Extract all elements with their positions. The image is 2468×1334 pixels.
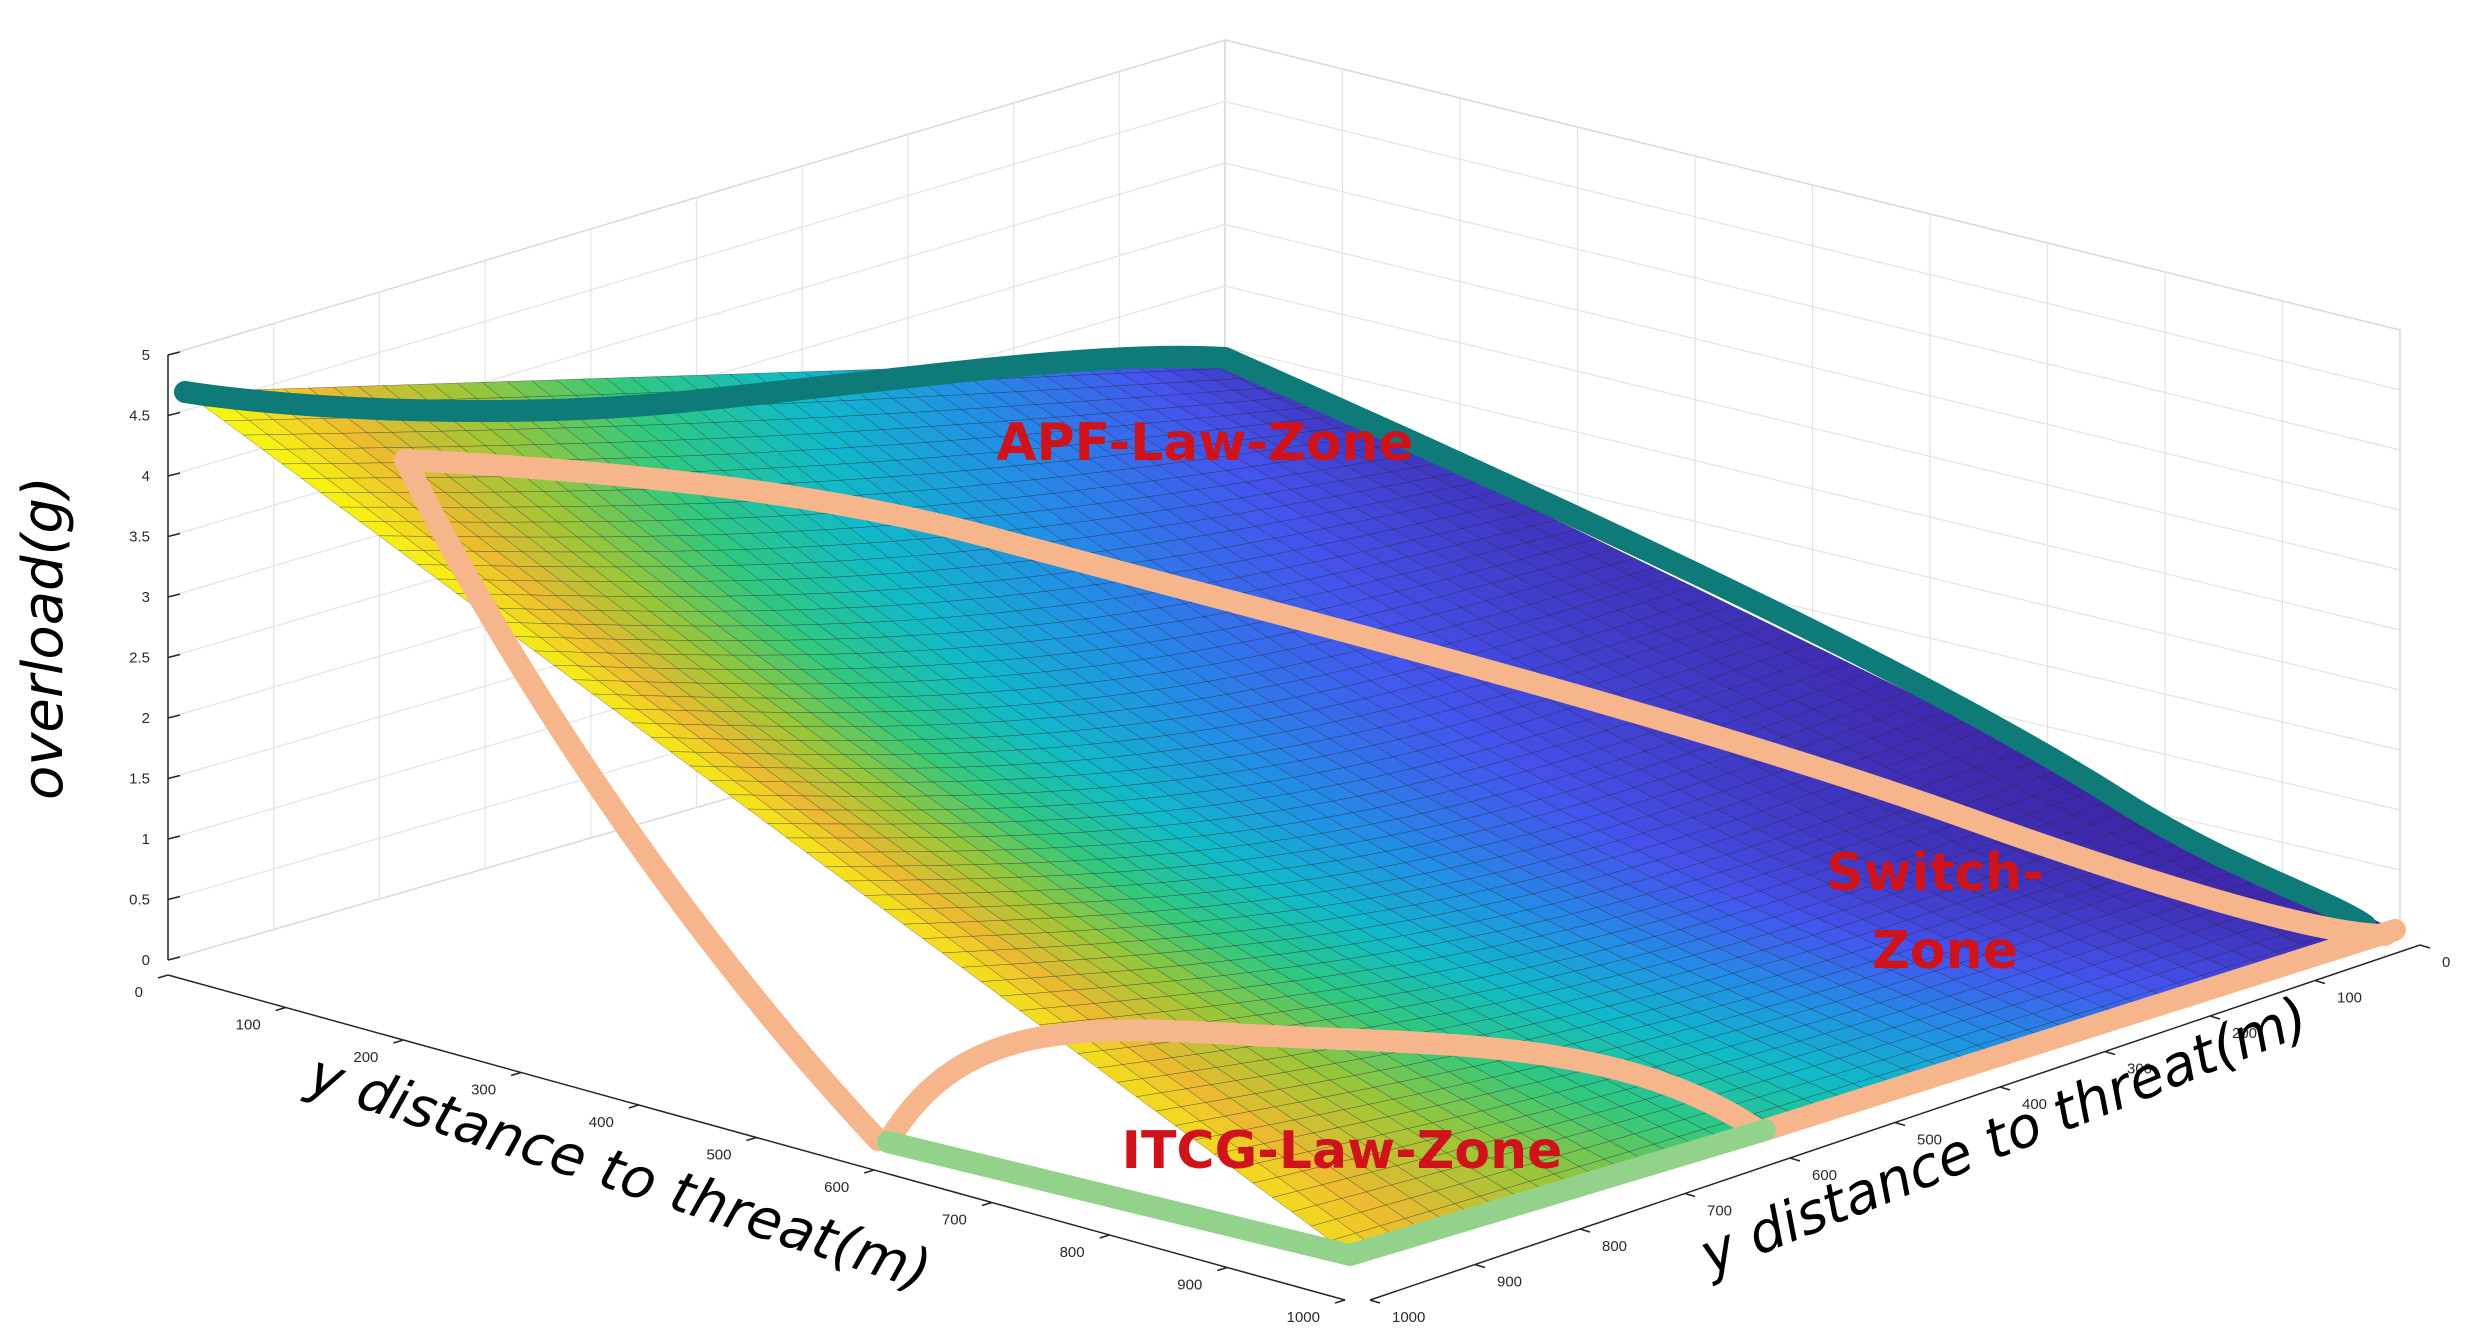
z-tick-label: 4 [142, 468, 150, 485]
left-axis-tick-label: 100 [236, 1017, 261, 1034]
z-axis: 0 0.5 1 1.5 2 2.5 3 3.5 4 4.5 5 [129, 347, 181, 969]
right-axis-tick-label: 1000 [1392, 1309, 1425, 1326]
z-tick-label: 4.5 [129, 408, 150, 425]
right-axis-tick-label: 100 [2337, 990, 2362, 1007]
left-axis-tick-label: 600 [824, 1179, 849, 1196]
zone-label-switch-line2: Zone [1872, 921, 2018, 981]
left-axis-tick-label: 1000 [1287, 1309, 1320, 1326]
z-tick-label: 2.5 [129, 650, 150, 667]
z-tick-label: 3.5 [129, 529, 150, 546]
right-axis-tick-label: 700 [1707, 1203, 1732, 1220]
z-tick-label: 3 [142, 589, 150, 606]
zone-label-apf: APF-Law-Zone [996, 413, 1413, 473]
right-axis-tick-label: 800 [1602, 1238, 1627, 1255]
wall-gridline [1224, 162, 2401, 451]
switch-zone-boundary-left [394, 449, 889, 1151]
left-axis-tick-label: 700 [942, 1212, 967, 1229]
zone-label-switch-line1: Switch- [1826, 843, 2044, 903]
wall-gridline [1224, 346, 2401, 631]
left-axis-tick-label: 900 [1177, 1277, 1202, 1294]
wall-gridline [1224, 223, 2401, 511]
left-axis-label: y distance to threat(m) [299, 1041, 939, 1304]
switch-zone-boundary-right [1754, 919, 2406, 1141]
right-axis-tick-label: 900 [1497, 1274, 1522, 1291]
right-axis-tick-label: 0 [2442, 954, 2450, 971]
right-axis-tick-label: 600 [1812, 1167, 1837, 1184]
wall-gridline [167, 100, 1226, 417]
right-axis-tick-label: 400 [2022, 1096, 2047, 1113]
z-tick-label: 5 [142, 347, 150, 364]
z-axis-label: overload(g) [11, 476, 76, 800]
switch-zone-boundary-top [394, 449, 2396, 946]
right-axis-tick-label: 200 [2232, 1025, 2257, 1042]
wall-gridline [1224, 285, 2401, 571]
z-tick-label: 1 [142, 831, 150, 848]
right-floor-axis: 0 100 200 300 400 500 600 700 800 900 1000 [1369, 944, 2450, 1326]
itcg-zone-front-edge [877, 1119, 1776, 1266]
left-axis-tick-label: 300 [471, 1082, 496, 1099]
itcg-zone-boundary [877, 1019, 1766, 1153]
z-tick-label: 0.5 [129, 892, 150, 909]
left-axis-tick-label: 200 [353, 1049, 378, 1066]
left-floor-axis: 0 100 200 300 400 500 600 700 800 900 1000 [135, 974, 1346, 1326]
left-axis-tick-label: 0 [135, 984, 143, 1001]
left-axis-tick-label: 800 [1060, 1244, 1085, 1261]
z-tick-label: 1.5 [129, 771, 150, 788]
right-axis-tick-label: 500 [1917, 1132, 1942, 1149]
left-axis-tick-label: 400 [589, 1114, 614, 1131]
apf-zone-boundary [174, 345, 2376, 936]
z-tick-label: 2 [142, 710, 150, 727]
zone-label-itcg: ITCG-Law-Zone [1122, 1121, 1563, 1181]
wall-gridline [1224, 100, 2401, 391]
left-axis-tick-label: 500 [706, 1147, 731, 1164]
right-axis-tick-label: 300 [2127, 1061, 2152, 1078]
z-tick-label: 0 [142, 952, 150, 969]
